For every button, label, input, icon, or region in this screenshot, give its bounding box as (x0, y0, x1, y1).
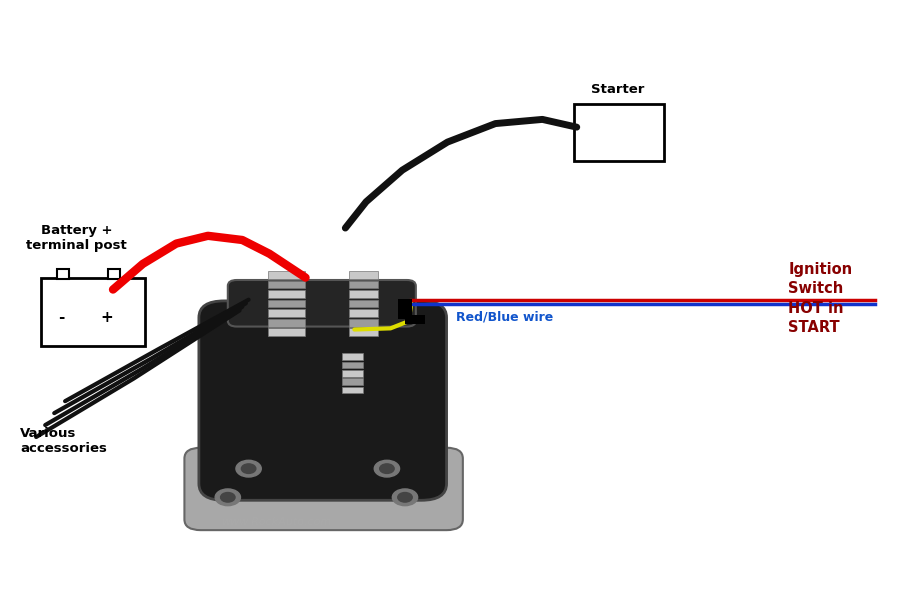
Bar (341, 378, 363, 385)
Bar (268, 300, 304, 307)
Bar (41, 278, 144, 346)
Bar (268, 281, 304, 288)
Bar (268, 290, 304, 298)
Bar (268, 309, 304, 317)
Circle shape (220, 493, 235, 502)
Bar (341, 387, 363, 393)
Circle shape (236, 460, 261, 477)
Text: Battery +
terminal post: Battery + terminal post (26, 224, 127, 252)
FancyBboxPatch shape (184, 448, 462, 530)
Circle shape (374, 460, 399, 477)
Circle shape (392, 489, 417, 506)
Circle shape (215, 489, 240, 506)
Text: www.RockAuto.com: www.RockAuto.com (220, 516, 330, 527)
FancyBboxPatch shape (228, 280, 415, 327)
Bar (349, 290, 377, 298)
Text: Various
accessories: Various accessories (20, 427, 107, 455)
Bar (349, 328, 377, 336)
Bar (349, 309, 377, 317)
Circle shape (379, 464, 394, 473)
Bar (397, 298, 412, 319)
Bar (405, 315, 424, 324)
Bar (573, 104, 664, 161)
FancyBboxPatch shape (199, 301, 446, 500)
Bar (268, 328, 304, 336)
Bar (349, 271, 377, 279)
Bar (341, 353, 363, 360)
Text: Red/Blue wire: Red/Blue wire (455, 310, 553, 324)
Text: Ignition
Switch
HOT in
START: Ignition Switch HOT in START (787, 262, 852, 335)
Text: -: - (58, 310, 65, 325)
Bar (349, 281, 377, 288)
Bar (108, 269, 120, 279)
Bar (268, 319, 304, 327)
Circle shape (241, 464, 256, 473)
Bar (268, 271, 304, 279)
Circle shape (397, 493, 412, 502)
Text: Starter: Starter (590, 82, 644, 96)
Bar (349, 319, 377, 327)
Bar (57, 269, 69, 279)
Text: +: + (100, 310, 113, 325)
Bar (341, 370, 363, 377)
Bar (349, 300, 377, 307)
Bar (341, 362, 363, 368)
